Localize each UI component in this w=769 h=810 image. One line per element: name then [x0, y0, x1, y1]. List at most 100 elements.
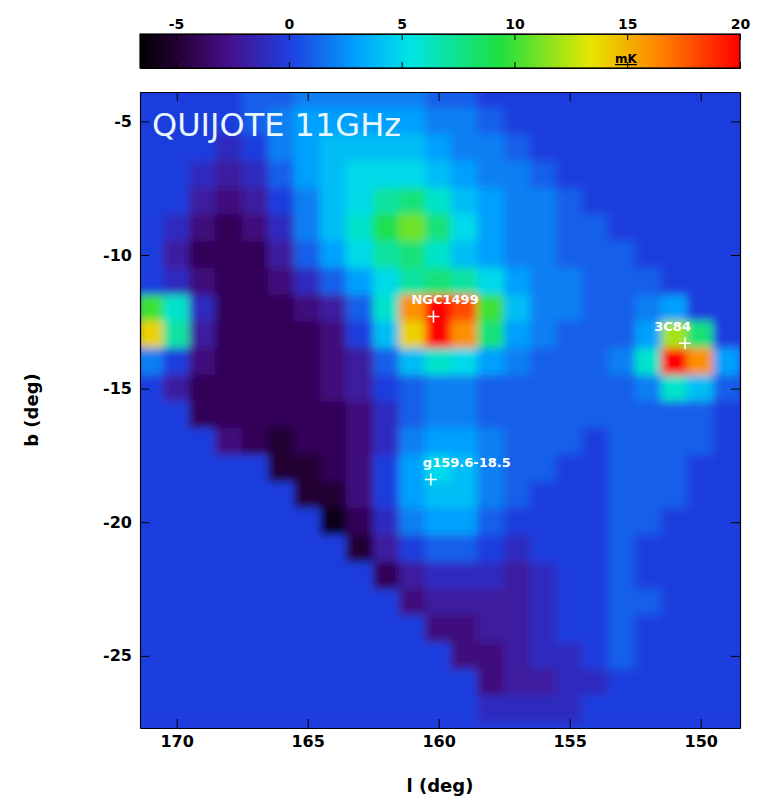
heatmap-cell	[346, 214, 373, 242]
heatmap-cell	[608, 375, 635, 403]
heatmap-cell	[556, 321, 583, 349]
heatmap-cell	[635, 108, 662, 136]
heatmap-cell	[294, 482, 321, 510]
colorbar-tick: 15	[618, 16, 637, 40]
x-tick-label: 165	[291, 732, 324, 751]
heatmap-cell	[556, 268, 583, 296]
heatmap-cell	[215, 321, 242, 349]
heatmap-cell	[399, 375, 426, 403]
heatmap-cell	[425, 535, 452, 563]
x-top-tick-mark	[701, 92, 702, 101]
heatmap-cell	[425, 695, 452, 723]
heatmap-cell	[687, 455, 714, 483]
x-tick: 150	[684, 719, 717, 751]
heatmap-cell	[635, 295, 662, 323]
heatmap-cell	[635, 562, 662, 590]
heatmap-cell	[215, 241, 242, 269]
heatmap-cell	[140, 482, 164, 510]
heatmap-cell	[215, 188, 242, 216]
heatmap-cell	[530, 695, 557, 723]
heatmap-cell	[477, 161, 504, 189]
x-tick-label: 155	[553, 732, 586, 751]
heatmap-cell	[477, 669, 504, 697]
heatmap-cell	[635, 482, 662, 510]
heatmap-cell	[451, 375, 478, 403]
heatmap-cell	[608, 161, 635, 189]
heatmap-cell	[268, 401, 295, 429]
colorbar-tick: 5	[397, 16, 407, 40]
heatmap-cell	[687, 428, 714, 456]
x-tick: 170	[160, 719, 193, 751]
heatmap-cell	[346, 508, 373, 536]
heatmap-cell	[346, 321, 373, 349]
heatmap-cell	[320, 642, 347, 670]
heatmap-cell	[399, 321, 426, 349]
heatmap-cell	[268, 642, 295, 670]
x-top-tick-mark	[439, 92, 440, 101]
heatmap-cell	[608, 615, 635, 643]
heatmap-cell	[661, 188, 688, 216]
x-tick-mark	[701, 719, 702, 728]
heatmap-cell	[556, 642, 583, 670]
x-top-tick	[308, 92, 309, 101]
heatmap-cell	[294, 669, 321, 697]
heatmap-cell	[582, 134, 609, 162]
heatmap-cell	[661, 482, 688, 510]
colorbar-axis: -505101520	[141, 16, 751, 40]
heatmap-cell	[713, 669, 740, 697]
heatmap-cell	[373, 241, 400, 269]
heatmap-cell	[242, 615, 269, 643]
heatmap-cell	[140, 268, 164, 296]
colorbar-bottom-tick	[289, 62, 290, 68]
x-tick-label: 160	[422, 732, 455, 751]
heatmap-cell	[451, 321, 478, 349]
heatmap-cell	[582, 108, 609, 136]
heatmap-cell	[661, 562, 688, 590]
heatmap-cell	[140, 241, 164, 269]
colorbar-bottom-tick-mark	[289, 62, 290, 68]
colorbar-tick-mark	[740, 34, 741, 40]
heatmap-cell	[582, 482, 609, 510]
heatmap-cell	[399, 161, 426, 189]
heatmap-cell	[687, 669, 714, 697]
heatmap-cell	[451, 589, 478, 617]
heatmap-cell	[687, 695, 714, 723]
heatmap-cell	[320, 214, 347, 242]
colorbar-unit: mK	[615, 52, 638, 66]
heatmap-cell	[530, 161, 557, 189]
heatmap-cell	[608, 295, 635, 323]
heatmap-cell	[242, 562, 269, 590]
y-right-tick-mark	[731, 121, 740, 122]
y-tick: -5	[114, 112, 149, 131]
heatmap-cell	[268, 428, 295, 456]
heatmap-cell	[425, 321, 452, 349]
heatmap-cell	[320, 348, 347, 376]
heatmap-cell	[320, 321, 347, 349]
source-label: NGC1499	[411, 292, 478, 307]
y-right-tick	[731, 656, 740, 657]
heatmap-cell	[504, 188, 531, 216]
heatmap-cell	[215, 268, 242, 296]
heatmap-cell	[530, 108, 557, 136]
heatmap-cell	[451, 615, 478, 643]
heatmap-cell	[582, 295, 609, 323]
heatmap-cell	[320, 295, 347, 323]
x-tick-mark	[570, 719, 571, 728]
heatmap-cell	[477, 401, 504, 429]
heatmap-cell	[530, 562, 557, 590]
heatmap-cell	[189, 535, 216, 563]
heatmap-cell	[504, 134, 531, 162]
heatmap-cell	[268, 589, 295, 617]
heatmap-cell	[635, 642, 662, 670]
heatmap-cell	[661, 214, 688, 242]
heatmap-cell	[373, 535, 400, 563]
heatmap-cell	[530, 214, 557, 242]
heatmap-cell	[504, 535, 531, 563]
heatmap-cell	[294, 589, 321, 617]
heatmap-cell	[320, 535, 347, 563]
heatmap-cell	[687, 214, 714, 242]
heatmap-cell	[242, 268, 269, 296]
y-axis: -5-10-15-20-25	[103, 93, 149, 729]
y-right-axis-line	[740, 93, 741, 729]
x-tick-mark	[177, 719, 178, 728]
